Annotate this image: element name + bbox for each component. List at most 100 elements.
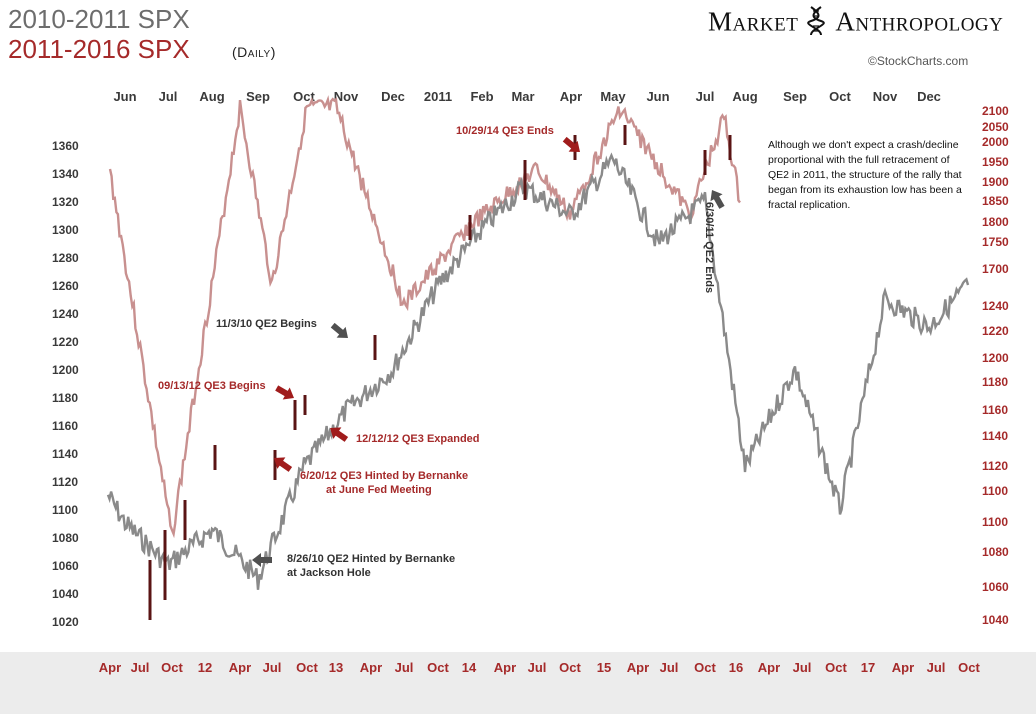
top-x-tick: Aug (732, 89, 757, 104)
top-x-tick: Dec (917, 89, 941, 104)
annotation-qe2-ends: 6/30/11 QE2 Ends (703, 202, 715, 293)
brand-left: Market (708, 6, 799, 37)
arrow-qe2-ends-head (710, 190, 725, 209)
top-x-tick: Dec (381, 89, 405, 104)
right-y-tick: 1040 (982, 613, 1009, 627)
annotations: 10/29/14 QE3 Ends 6/30/11 QE2 Ends 11/3/10… (158, 125, 725, 579)
series-2011-2016 (108, 95, 741, 539)
bottom-x-tick: 12 (198, 660, 212, 675)
bottom-x-tick: 13 (329, 660, 343, 675)
top-x-tick: Nov (873, 89, 898, 104)
right-y-tick: 1950 (982, 155, 1009, 169)
left-y-tick: 1040 (52, 587, 79, 601)
right-y-tick: 1700 (982, 262, 1009, 276)
left-y-tick: 1220 (52, 335, 79, 349)
right-y-tick: 1850 (982, 194, 1009, 208)
bottom-x-tick: Jul (793, 660, 812, 675)
right-y-tick: 1060 (982, 580, 1009, 594)
top-x-tick: Sep (246, 89, 270, 104)
overlap-marks (148, 125, 732, 620)
annotation-qe3-ends: 10/29/14 QE3 Ends (456, 125, 554, 137)
right-y-tick: 1220 (982, 324, 1009, 338)
right-y-tick: 1900 (982, 175, 1009, 189)
series-2011-2016-line (108, 95, 741, 539)
annotation-qe2-begins: 11/3/10 QE2 Begins (216, 318, 317, 330)
dna-helix-icon (806, 6, 830, 43)
annotation-qe2-hinted-line2: at Jackson Hole (287, 567, 371, 579)
bottom-x-axis: Apr Jul Oct 12 Apr Jul Oct 13 Apr Jul Oct 14 Apr Jul O… (99, 660, 981, 675)
bottom-x-tick: Oct (427, 660, 449, 675)
bottom-x-tick: Jul (528, 660, 547, 675)
right-y-tick: 2000 (982, 135, 1009, 149)
left-y-tick: 1300 (52, 223, 79, 237)
top-x-tick: Oct (829, 89, 851, 104)
right-y-tick: 1140 (982, 429, 1008, 443)
right-y-tick: 1120 (982, 459, 1008, 473)
bottom-x-tick: Oct (161, 660, 183, 675)
left-y-tick: 1360 (52, 139, 79, 153)
top-x-tick: Jun (113, 89, 136, 104)
series-2010-2011-line (106, 152, 970, 590)
top-x-tick: Jul (159, 89, 178, 104)
right-y-tick: 1100 (982, 484, 1008, 498)
top-x-tick: Sep (783, 89, 807, 104)
arrow-qe3-hinted (274, 457, 293, 472)
arrow-qe3-expanded (330, 427, 349, 442)
top-x-tick: Aug (199, 89, 224, 104)
right-y-tick: 1750 (982, 235, 1009, 249)
top-x-tick: Feb (470, 89, 493, 104)
right-y-tick: 1080 (982, 545, 1009, 559)
bottom-x-tick: Apr (229, 660, 251, 675)
arrow-qe2-begins (330, 322, 348, 338)
bottom-x-tick: Jul (263, 660, 282, 675)
left-y-tick: 1240 (52, 307, 79, 321)
left-y-tick: 1060 (52, 559, 79, 573)
bottom-x-tick: Oct (958, 660, 980, 675)
arrow-qe2-hinted (252, 553, 272, 567)
bottom-x-tick: Apr (892, 660, 914, 675)
bottom-x-tick: Jul (395, 660, 414, 675)
title-subtitle: (Daily) (232, 44, 276, 60)
bottom-x-tick: Apr (758, 660, 780, 675)
bottom-x-tick: 14 (462, 660, 477, 675)
right-y-tick: 2100 (982, 104, 1009, 118)
annotation-qe3-expanded: 12/12/12 QE3 Expanded (356, 433, 480, 445)
series-2010-2011 (106, 152, 970, 590)
left-y-tick: 1020 (52, 615, 79, 629)
top-x-tick: Jul (696, 89, 715, 104)
bottom-x-tick: Apr (360, 660, 382, 675)
brand-right: Anthropology (835, 6, 1004, 37)
left-y-tick: 1100 (52, 503, 78, 517)
top-x-tick: Nov (334, 89, 359, 104)
title-2011-2016: 2011-2016 SPX (8, 34, 190, 64)
bottom-x-tick: 15 (597, 660, 611, 675)
copyright-label: ©StockCharts.com (868, 54, 969, 68)
annotation-qe3-hinted: 6/20/12 QE3 Hinted by Bernanke (300, 470, 468, 482)
bottom-x-tick: Apr (99, 660, 121, 675)
brand-logo: Market Anthropology (708, 6, 1003, 43)
right-y-tick: 2050 (982, 120, 1009, 134)
bottom-x-tick: Oct (825, 660, 847, 675)
annotation-qe3-begins: 09/13/12 QE3 Begins (158, 380, 266, 392)
title-2010-2011: 2010-2011 SPX (8, 4, 190, 34)
top-x-tick: Oct (293, 89, 315, 104)
top-x-tick: May (600, 89, 626, 104)
top-x-tick: Jun (646, 89, 669, 104)
left-y-tick: 1200 (52, 363, 79, 377)
left-y-tick: 1120 (52, 475, 78, 489)
arrow-qe3-ends-head (562, 136, 580, 152)
commentary-note: Although we don't expect a crash/decline… (768, 139, 962, 211)
bottom-x-tick: Jul (927, 660, 946, 675)
left-y-tick: 1260 (52, 279, 79, 293)
arrow-qe3-hinted-head (274, 457, 293, 472)
top-x-tick: Apr (560, 89, 582, 104)
bottom-x-tick: Jul (131, 660, 150, 675)
bottom-x-tick: Oct (694, 660, 716, 675)
arrow-qe2-hinted-head (252, 553, 272, 567)
arrow-qe3-begins-head (275, 385, 294, 400)
bottom-x-tick: 17 (861, 660, 875, 675)
bottom-axis-band (0, 652, 1036, 714)
right-y-tick: 1800 (982, 215, 1009, 229)
